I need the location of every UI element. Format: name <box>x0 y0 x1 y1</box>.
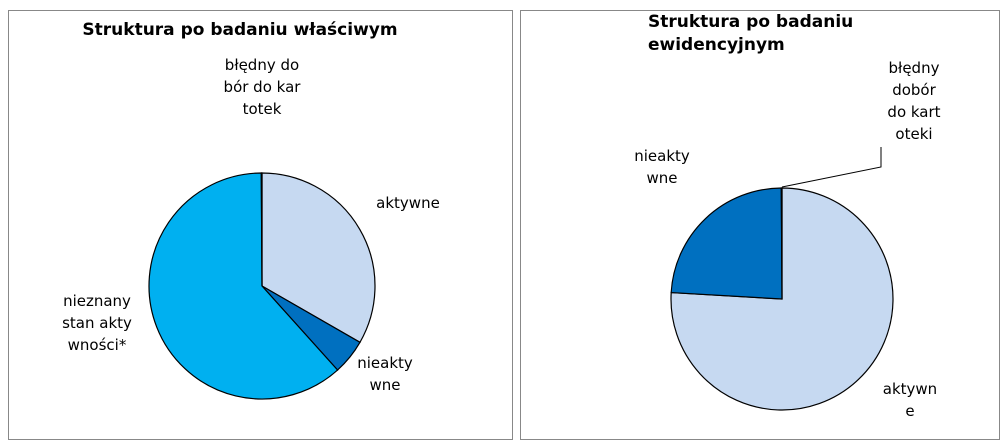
data-label: błędny dobór do kartotek 0,1% <box>222 54 302 120</box>
category-label: błędny dobór do kartotek <box>223 56 301 118</box>
chart-title: Struktura po badaniu właściwym <box>82 20 398 40</box>
category-label: aktywne <box>882 380 938 420</box>
category-label: nieaktywne <box>634 147 690 187</box>
data-label: nieaktywne 5% <box>355 352 415 396</box>
pie-slice <box>148 172 339 400</box>
page: Struktura po badaniu właściwym Struktura… <box>8 10 1000 440</box>
pie-slice <box>780 187 783 300</box>
data-label: błędny dobór do kartoteki 0,1% <box>886 57 942 145</box>
pie-slice <box>670 187 783 300</box>
charts <box>148 147 894 411</box>
data-label: nieznany stan aktywności* 61% <box>60 290 135 356</box>
data-label: aktywne 76% <box>880 378 940 422</box>
pie-slice <box>261 172 376 344</box>
pie-slice <box>260 172 263 287</box>
data-label: aktywne 33% <box>368 192 448 214</box>
leader-line <box>781 147 882 188</box>
data-label: nieaktywne 24% <box>631 145 693 189</box>
category-label: nieaktywne <box>357 354 413 394</box>
category-label: błędny dobór do kartoteki <box>887 59 941 143</box>
category-label: nieznany stan aktywności* <box>62 292 132 354</box>
category-label: aktywne <box>376 194 440 212</box>
chart-title: Struktura po badaniu ewidencyjnym <box>648 12 854 55</box>
